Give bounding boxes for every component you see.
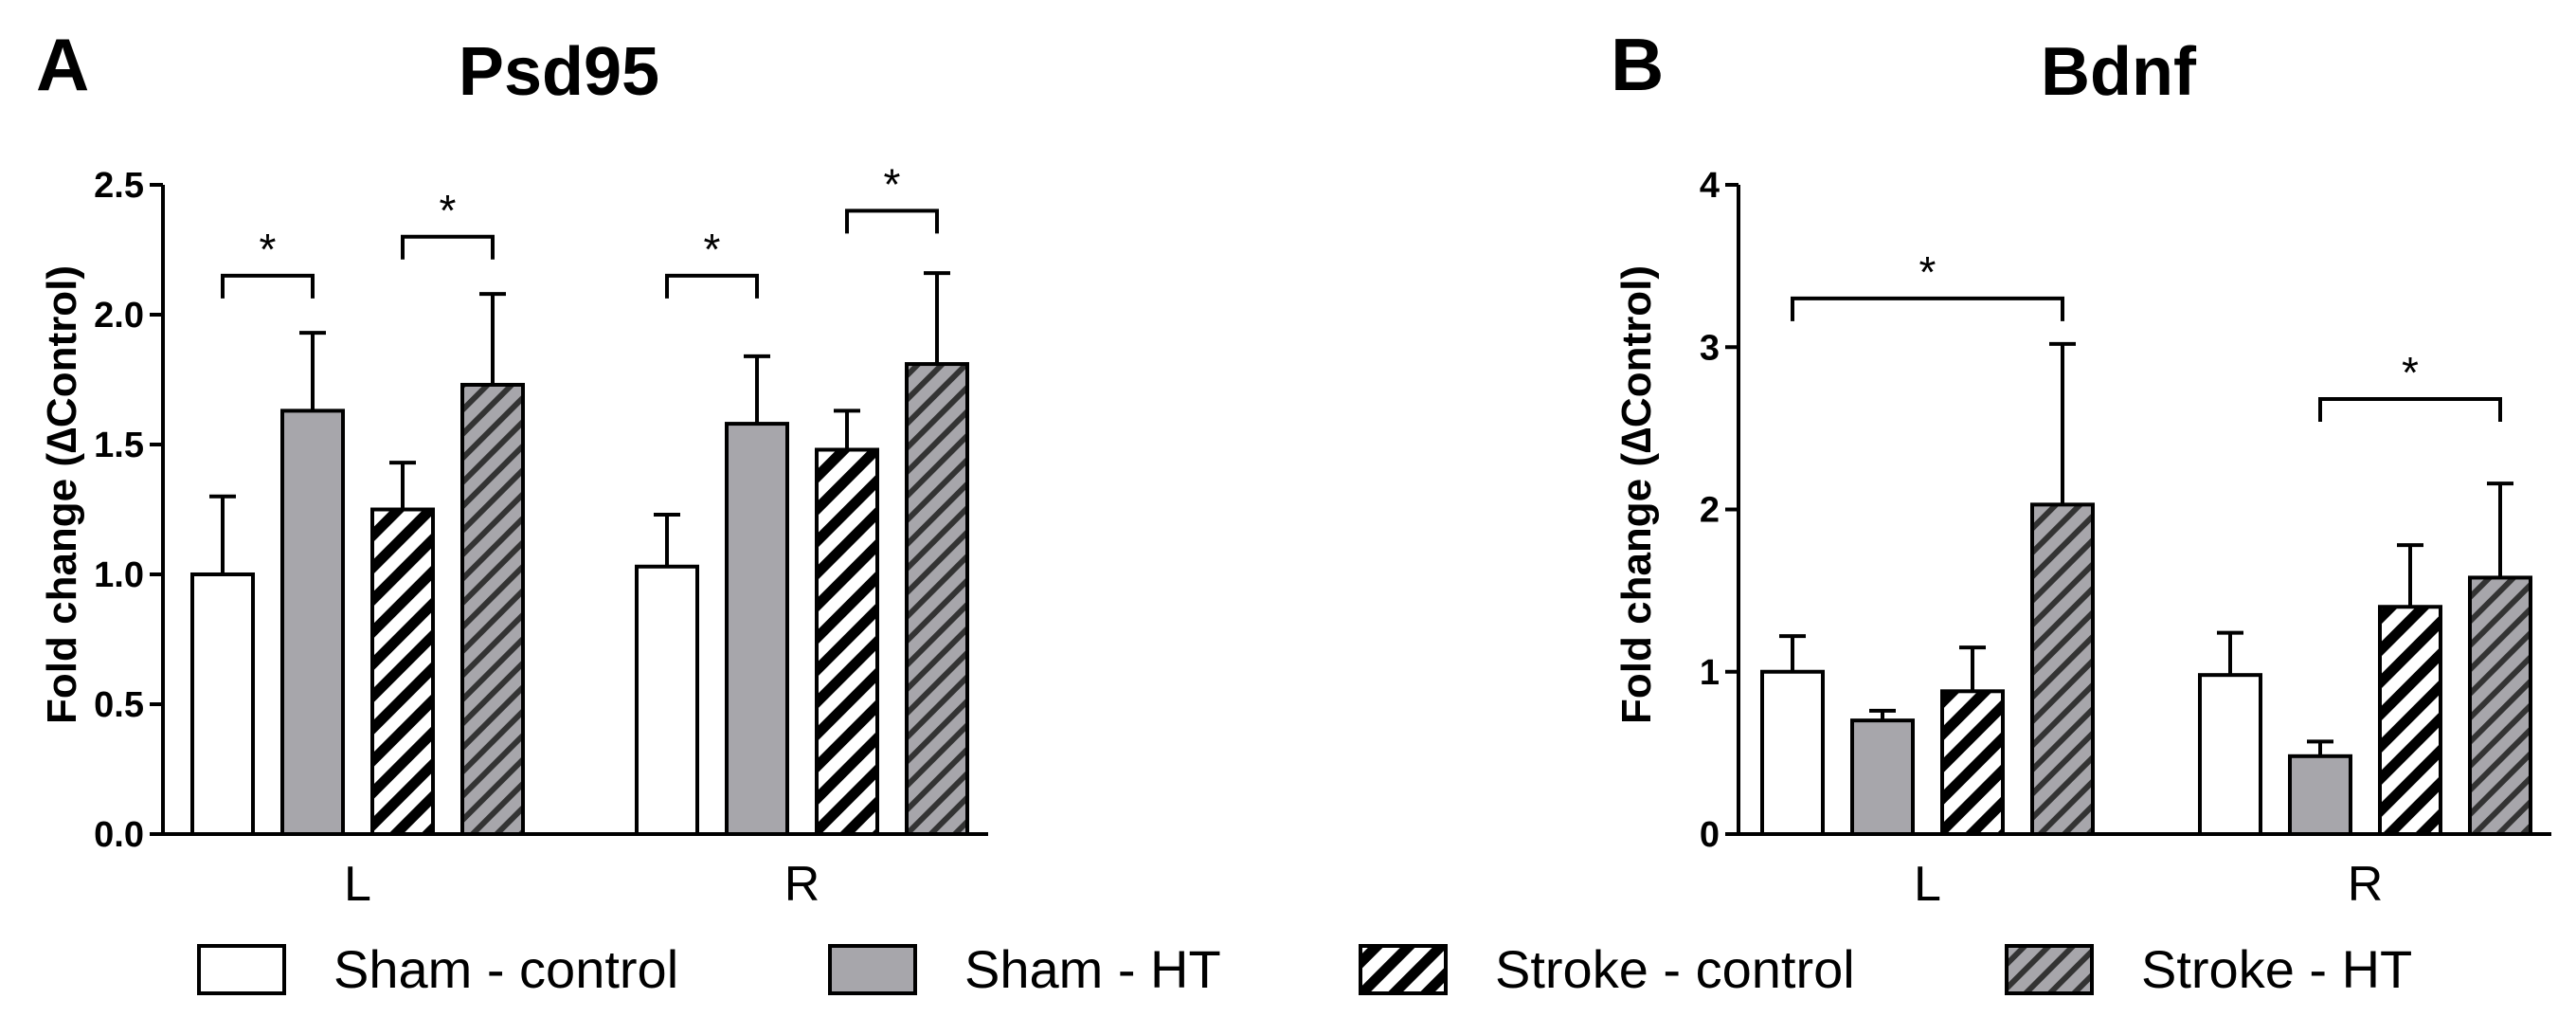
legend-swatch-stroke-ht: [2005, 944, 2094, 995]
panel-a-title: Psd95: [459, 34, 659, 110]
panel-b-letter: B: [1611, 23, 1664, 106]
panel-a-bar: [280, 409, 345, 836]
panel-b-bar: [2030, 502, 2095, 836]
panel-b-significance-bracket: [1791, 296, 2064, 321]
panel-b-significance-bracket: [2318, 397, 2502, 423]
panel-b-bar: [2198, 673, 2262, 836]
panel-b-title: Bdnf: [2041, 34, 2197, 110]
legend-swatch-stroke-control: [1359, 944, 1448, 995]
panel-b-bar: [2288, 754, 2352, 836]
panel-a-y-tick-label: 1.0: [94, 555, 144, 595]
panel-a-category-label: R: [784, 857, 820, 912]
panel-a-y-tick-label: 1.5: [94, 426, 144, 465]
legend-label-sham-ht: Sham - HT: [964, 939, 1221, 999]
panel-b-y-tick-label: 1: [1700, 653, 1720, 693]
panel-b-y-tick-label: 2: [1700, 491, 1720, 531]
panel-b-bar: [2378, 605, 2442, 836]
panel-b-y-tick-label: 4: [1700, 166, 1720, 206]
panel-a-significance-bracket: [221, 273, 315, 299]
panel-b-significance-star: *: [2402, 348, 2419, 397]
panel-a-y-tick-label: 0.5: [94, 685, 144, 725]
panel-a-bar: [460, 382, 525, 836]
legend: Sham - control Sham - HT Stroke - contro…: [197, 939, 2412, 999]
panel-a-bar: [905, 362, 969, 836]
panel-a-bar: [370, 507, 435, 836]
panel-a-category-label: L: [344, 857, 371, 912]
panel-b-y-axis-label: Fold change (∆Control): [1613, 265, 1660, 724]
panel-b-category-label: L: [1914, 857, 1941, 912]
panel-a-significance-star: *: [884, 159, 901, 209]
panel-a-bar: [190, 572, 255, 836]
panel-a-bar: [635, 564, 699, 837]
panel-a-y-tick-label: 0.0: [94, 815, 144, 855]
panel-b-y-tick-label: 3: [1700, 328, 1720, 368]
panel-a-significance-bracket: [401, 234, 495, 260]
panel-a-bar: [725, 422, 789, 836]
panel-a-y-tick-label: 2.5: [94, 166, 144, 206]
panel-a-significance-star: *: [260, 225, 277, 274]
panel-b-bar: [2468, 575, 2532, 836]
panel-b-chart: 0 1 2 3 4 L R * *: [1700, 166, 2551, 912]
panel-b-bar: [1850, 718, 1915, 836]
panel-a-bar: [815, 447, 879, 836]
panel-b-bar: [1940, 689, 2005, 836]
panel-b-y-tick-label: 0: [1700, 815, 1720, 855]
panel-a-significance-bracket: [845, 209, 939, 234]
panel-a-significance-star: *: [440, 186, 457, 235]
panel-a-letter: A: [36, 23, 89, 106]
panel-a-y-axis-label: Fold change (∆Control): [39, 265, 85, 724]
panel-b-category-label: R: [2348, 857, 2384, 912]
legend-label-sham-control: Sham - control: [333, 939, 678, 999]
panel-a-significance-bracket: [665, 273, 759, 299]
legend-label-stroke-ht: Stroke - HT: [2141, 939, 2412, 999]
legend-swatch-sham-ht: [828, 944, 917, 995]
panel-a-chart: 0.0 0.5 1.0 1.5 2.0 2.5 L R * * * *: [94, 159, 988, 912]
panel-b-bar: [1760, 669, 1825, 836]
panel-a-significance-star: *: [704, 225, 721, 274]
panel-a-y-tick-label: 2.0: [94, 296, 144, 336]
panel-b-significance-star: *: [1919, 247, 1937, 297]
legend-label-stroke-control: Stroke - control: [1495, 939, 1855, 999]
legend-swatch-sham-control: [197, 944, 286, 995]
